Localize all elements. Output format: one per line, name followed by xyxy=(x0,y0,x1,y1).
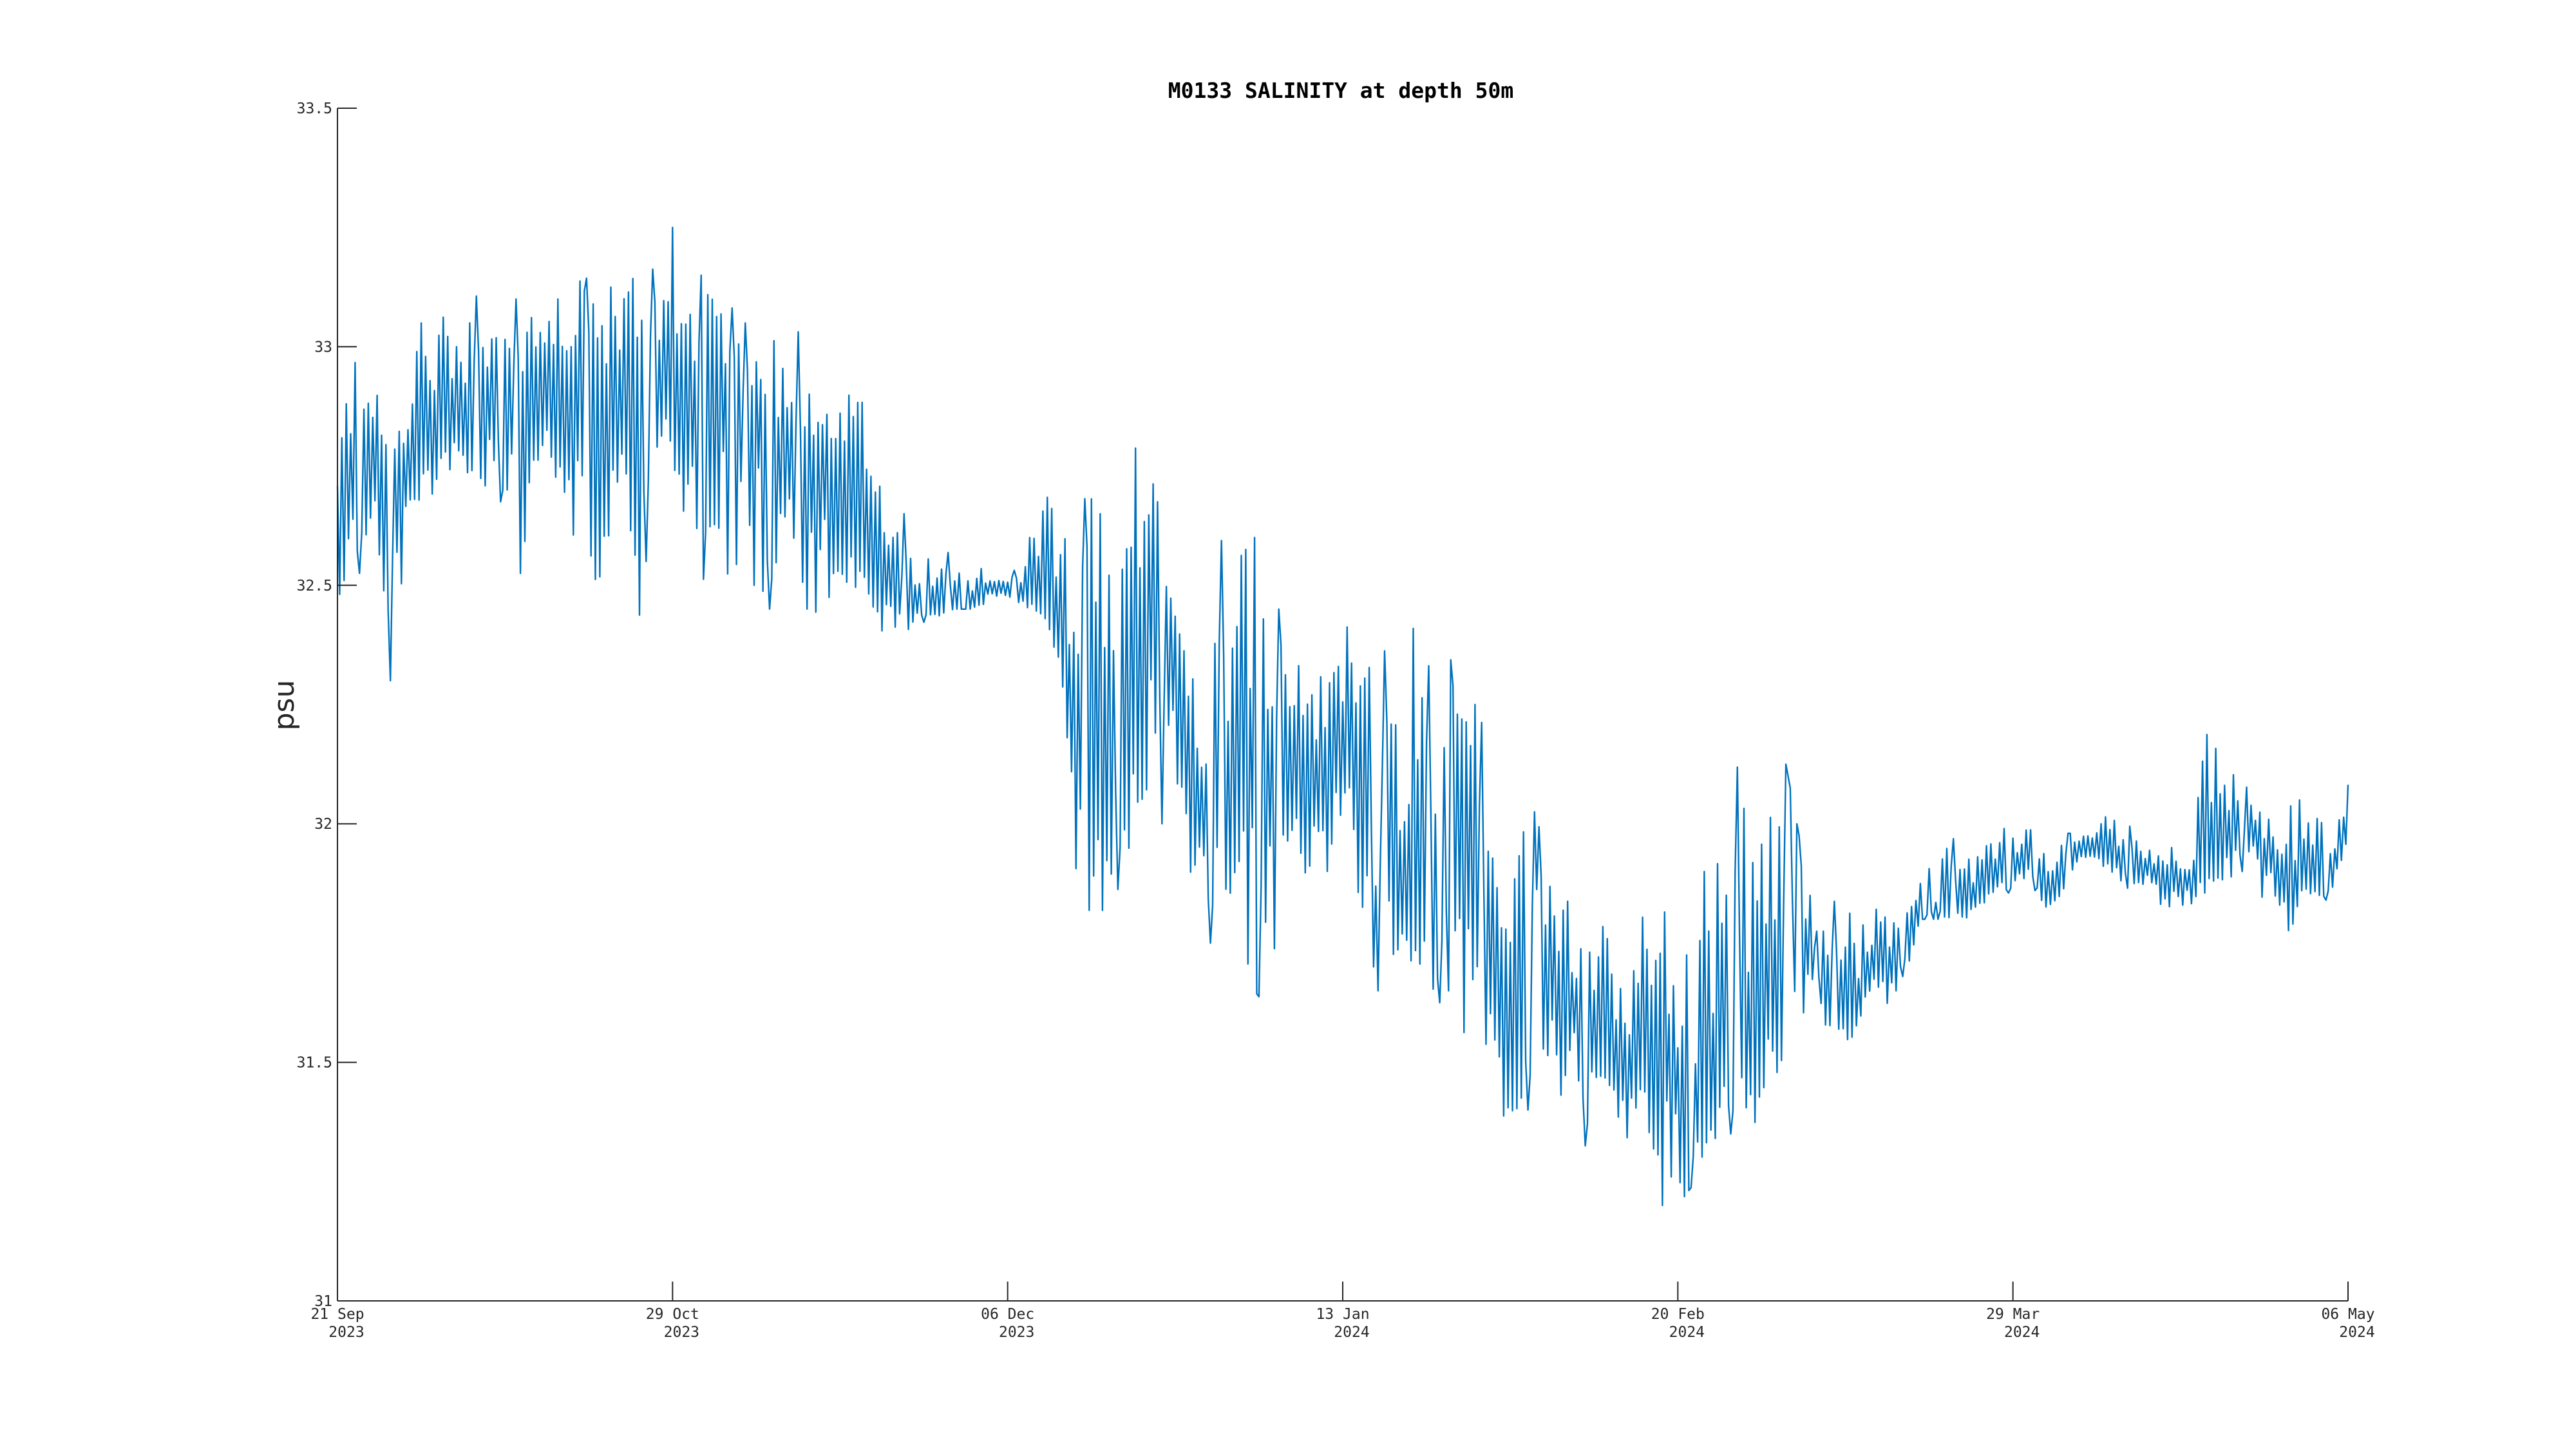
salinity-series-line xyxy=(336,227,2349,1207)
x-tick-label: 06 Dec xyxy=(981,1306,1034,1323)
y-tick-label: 33 xyxy=(314,339,332,355)
y-tick-label: 31.5 xyxy=(297,1055,332,1072)
x-tick-year-label: 2023 xyxy=(328,1324,364,1341)
x-tick-label: 29 Mar xyxy=(1986,1306,2040,1323)
x-tick-year-label: 2023 xyxy=(664,1324,699,1341)
x-tick-year-label: 2024 xyxy=(2339,1324,2374,1341)
x-tick-year-label: 2024 xyxy=(2004,1324,2040,1341)
y-tick-label: 32.5 xyxy=(297,578,332,594)
x-tick-year-label: 2023 xyxy=(999,1324,1034,1341)
x-tick-label: 29 Oct xyxy=(646,1306,699,1323)
y-tick-label: 32 xyxy=(314,816,332,833)
y-axis-ticks: 31 31.5 32 32.5 33 33.5 xyxy=(297,100,357,1310)
y-tick-label: 33.5 xyxy=(297,100,332,117)
series-layer xyxy=(336,227,2349,1207)
chart-title: M0133 SALINITY at depth 50m xyxy=(1168,78,1513,103)
x-tick-label: 21 Sep xyxy=(310,1306,364,1323)
x-tick-year-label: 2024 xyxy=(1669,1324,1705,1341)
x-tick-label: 20 Feb xyxy=(1651,1306,1705,1323)
x-tick-label: 13 Jan xyxy=(1316,1306,1369,1323)
x-tick-year-label: 2024 xyxy=(1334,1324,1369,1341)
y-axis-label: psu xyxy=(268,680,301,731)
x-tick-label: 06 May xyxy=(2321,1306,2374,1323)
y-tick-label: 31 xyxy=(314,1293,332,1310)
